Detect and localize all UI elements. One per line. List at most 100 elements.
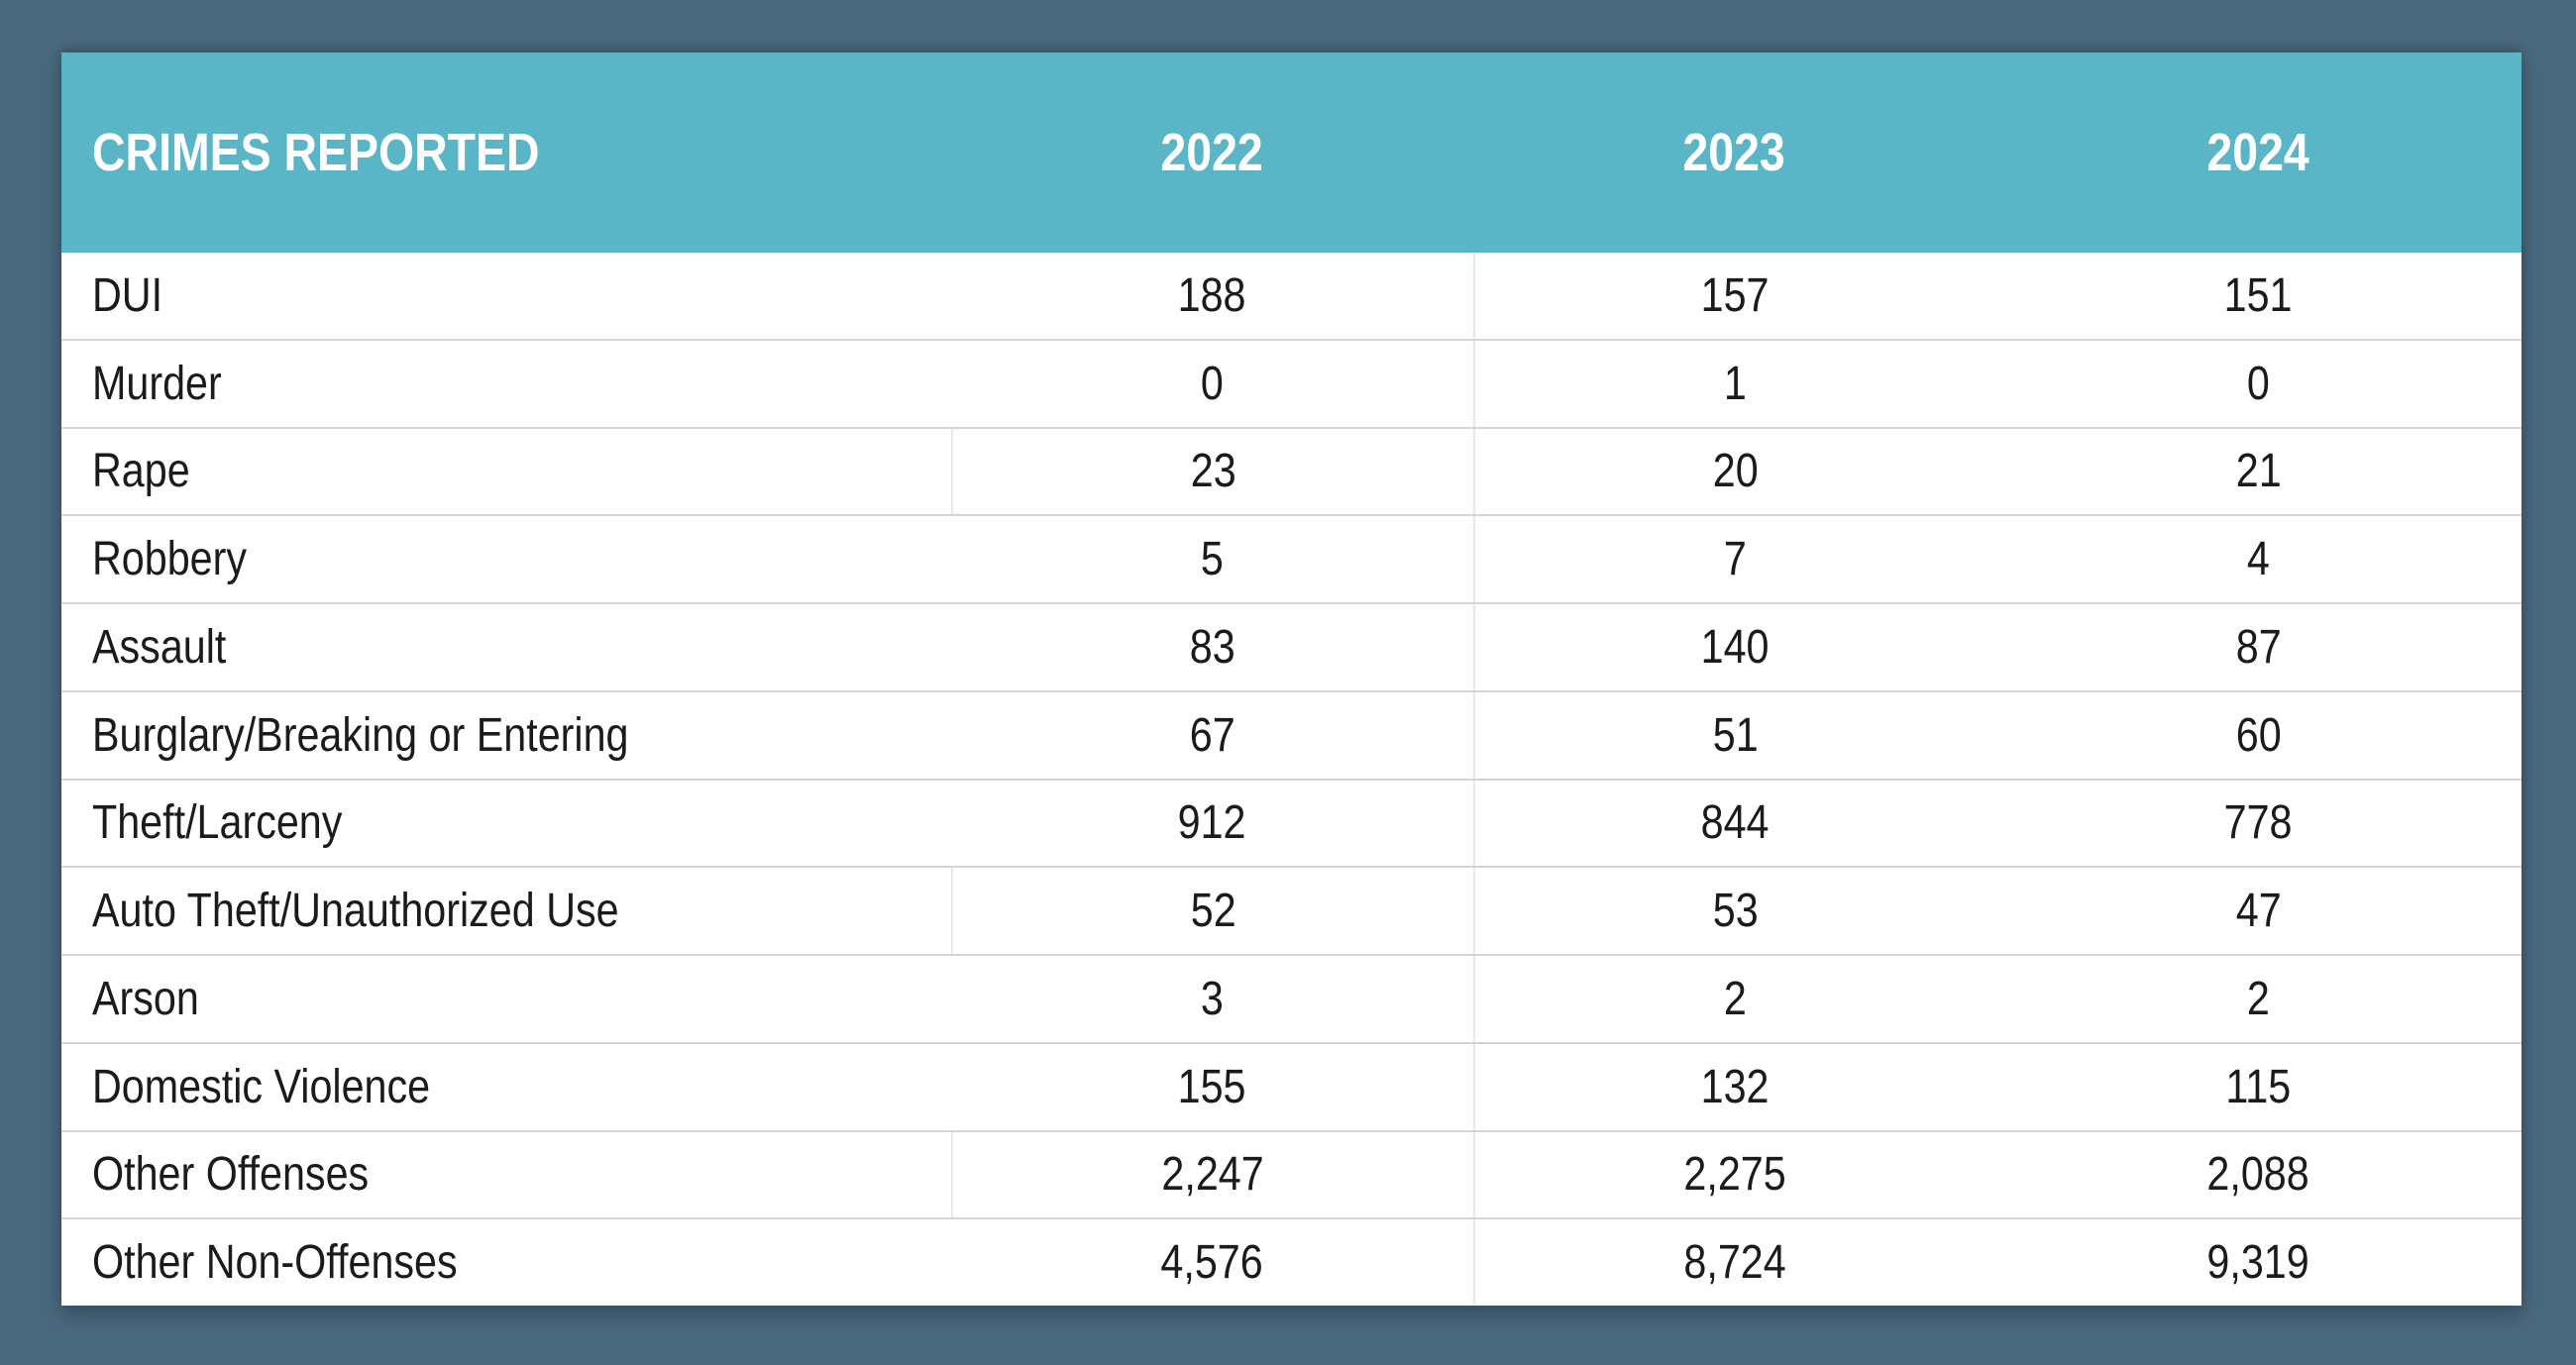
value-cell-2022: 155 [951, 1044, 1473, 1130]
value-cell-2023: 20 [1473, 428, 1995, 515]
table-row: Domestic Violence 155 132 115 [61, 1041, 2522, 1130]
value-cell-2023: 7 [1473, 516, 1995, 602]
crime-label: Assault [92, 620, 227, 674]
crime-label-cell: Rape [61, 429, 951, 515]
year-column-header-2022: 2022 [951, 52, 1473, 253]
crime-label: Rape [92, 445, 190, 498]
year-column-header-2024-label: 2024 [2206, 123, 2310, 182]
crime-label: Murder [92, 357, 222, 410]
value-2023: 140 [1701, 620, 1770, 674]
table-row: Assault 83 140 87 [61, 602, 2522, 690]
value-2022: 188 [1178, 268, 1246, 322]
year-column-header-2024: 2024 [1995, 52, 2522, 253]
value-2022: 5 [1201, 533, 1224, 586]
table-row: Murder 0 1 0 [61, 338, 2522, 427]
crime-label-cell: Burglary/Breaking or Entering [61, 692, 951, 779]
value-cell-2022: 5 [951, 516, 1473, 602]
value-2023: 2 [1724, 972, 1747, 1025]
value-cell-2024: 151 [1995, 253, 2522, 339]
value-2024: 47 [2235, 885, 2282, 938]
value-2024: 2 [2247, 972, 2270, 1025]
table-row: Rape 23 20 21 [61, 426, 2522, 515]
crime-label-cell: Auto Theft/Unauthorized Use [61, 868, 951, 954]
table-row: Burglary/Breaking or Entering 67 51 60 [61, 689, 2522, 779]
value-cell-2023: 2 [1473, 956, 1995, 1042]
table-title: CRIMES REPORTED [61, 52, 951, 253]
value-cell-2024: 115 [1995, 1044, 2522, 1130]
year-column-header-2023: 2023 [1473, 52, 1995, 253]
table-row: Auto Theft/Unauthorized Use 52 53 47 [61, 866, 2522, 954]
value-cell-2023: 844 [1473, 780, 1995, 867]
value-cell-2024: 47 [1995, 868, 2522, 954]
value-cell-2022: 912 [951, 781, 1473, 867]
value-2022: 912 [1178, 796, 1246, 850]
crime-label: Domestic Violence [92, 1060, 431, 1113]
value-cell-2023: 132 [1473, 1043, 1995, 1130]
value-cell-2022: 52 [951, 868, 1473, 954]
value-cell-2023: 51 [1473, 691, 1995, 779]
crime-label-cell: Domestic Violence [61, 1044, 951, 1130]
value-2022: 83 [1189, 620, 1235, 674]
value-cell-2024: 2 [1995, 956, 2522, 1042]
crime-label: Other Offenses [92, 1148, 370, 1202]
value-cell-2022: 23 [951, 428, 1473, 515]
value-2023: 1 [1724, 357, 1747, 410]
value-2023: 132 [1701, 1060, 1770, 1113]
value-cell-2022: 188 [951, 253, 1473, 339]
crime-label-cell: Theft/Larceny [61, 781, 951, 867]
value-2023: 53 [1712, 885, 1759, 938]
crime-label-cell: Robbery [61, 516, 951, 602]
crime-label-cell: Assault [61, 604, 951, 690]
crime-label: Theft/Larceny [92, 796, 343, 850]
value-cell-2023: 140 [1473, 604, 1995, 690]
value-2024: 151 [2224, 268, 2293, 322]
table-row: Other Offenses 2,247 2,275 2,088 [61, 1129, 2522, 1218]
crime-label: Auto Theft/Unauthorized Use [92, 885, 619, 938]
value-2024: 778 [2224, 796, 2293, 850]
value-2023: 20 [1712, 445, 1759, 498]
value-cell-2024: 4 [1995, 516, 2522, 602]
value-cell-2023: 53 [1473, 868, 1995, 954]
value-cell-2022: 83 [951, 604, 1473, 690]
value-cell-2022: 3 [951, 956, 1473, 1042]
crime-label-cell: DUI [61, 253, 951, 339]
value-2022: 67 [1189, 708, 1235, 762]
year-column-header-2023-label: 2023 [1682, 123, 1786, 182]
value-cell-2024: 9,319 [1995, 1219, 2522, 1306]
table-title-label: CRIMES REPORTED [92, 123, 540, 182]
crime-label-cell: Arson [61, 956, 951, 1042]
value-2023: 844 [1701, 796, 1770, 850]
value-2023: 2,275 [1683, 1148, 1787, 1202]
table-header-row: CRIMES REPORTED 2022 2023 2024 [61, 52, 2522, 253]
value-2022: 0 [1201, 357, 1224, 410]
value-2022: 2,247 [1161, 1148, 1265, 1202]
value-2022: 52 [1190, 885, 1236, 938]
crime-label: Other Non-Offenses [92, 1236, 458, 1290]
value-2024: 21 [2235, 445, 2282, 498]
table-row: Arson 3 2 2 [61, 954, 2522, 1042]
crime-label-cell: Other Non-Offenses [61, 1219, 951, 1306]
value-2024: 9,319 [2206, 1236, 2310, 1290]
value-2024: 4 [2247, 533, 2270, 586]
crimes-reported-table: CRIMES REPORTED 2022 2023 2024 DUI 188 1… [61, 52, 2522, 1306]
crime-label: Burglary/Breaking or Entering [92, 708, 629, 762]
value-cell-2023: 2,275 [1473, 1131, 1995, 1218]
table-row: Theft/Larceny 912 844 778 [61, 778, 2522, 867]
table-body: DUI 188 157 151 Murder 0 1 0 Rape 23 [61, 253, 2522, 1306]
value-2022: 23 [1190, 445, 1236, 498]
table-row: Other Non-Offenses 4,576 8,724 9,319 [61, 1217, 2522, 1306]
value-cell-2022: 67 [951, 692, 1473, 779]
value-cell-2024: 87 [1995, 604, 2522, 690]
value-cell-2022: 4,576 [951, 1219, 1473, 1306]
value-cell-2024: 778 [1995, 781, 2522, 867]
value-cell-2023: 8,724 [1473, 1219, 1995, 1306]
value-2023: 157 [1701, 268, 1770, 322]
value-2023: 51 [1712, 708, 1759, 762]
year-column-header-2022-label: 2022 [1160, 123, 1264, 182]
value-2024: 87 [2235, 620, 2282, 674]
value-2024: 2,088 [2206, 1148, 2310, 1202]
value-cell-2022: 2,247 [951, 1131, 1473, 1218]
value-2022: 3 [1201, 972, 1224, 1025]
crime-label: DUI [92, 268, 163, 322]
